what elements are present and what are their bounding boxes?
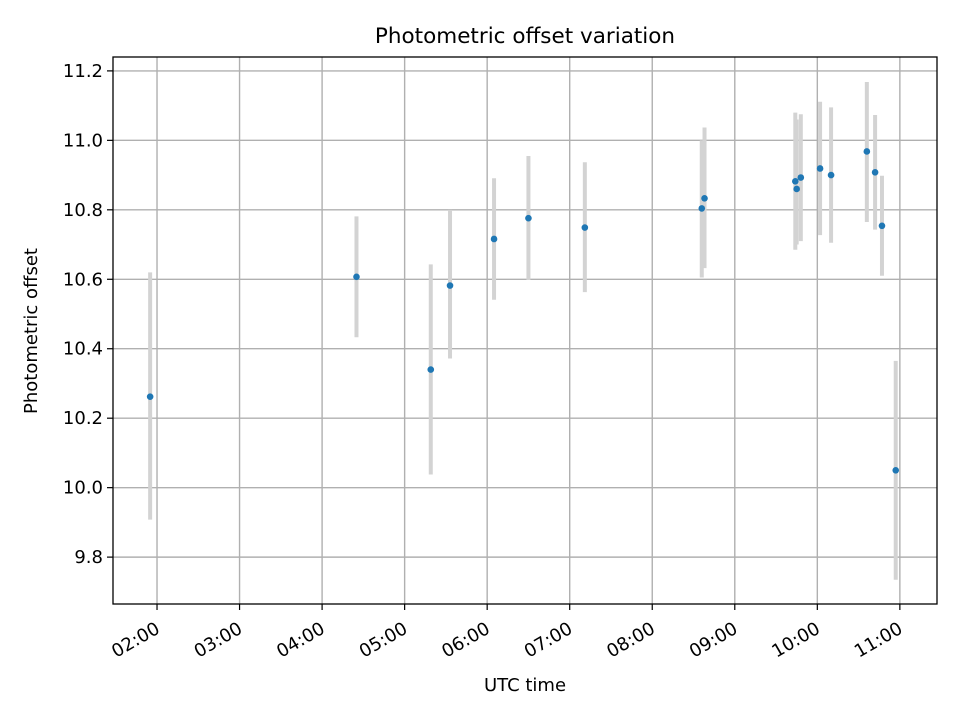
x-axis-label: UTC time xyxy=(484,675,566,696)
grid xyxy=(113,57,937,604)
data-point xyxy=(490,235,498,243)
data-point xyxy=(581,224,589,231)
data-point xyxy=(698,205,706,212)
data-point xyxy=(427,366,435,373)
data-point xyxy=(863,148,871,155)
chart-title: Photometric offset variation xyxy=(375,24,675,49)
data-point xyxy=(353,273,360,281)
data-point xyxy=(792,178,799,185)
data-point xyxy=(446,282,454,289)
plot-frame xyxy=(112,56,938,605)
y-axis-label: Photometric offset xyxy=(21,248,42,414)
y-tick-label: 10.0 xyxy=(63,478,103,499)
y-tick-label: 10.2 xyxy=(63,408,103,429)
data-point xyxy=(816,165,824,172)
y-tick-label: 10.4 xyxy=(63,339,103,360)
data-point xyxy=(871,169,879,176)
data-point xyxy=(793,185,800,193)
y-tick-label: 10.8 xyxy=(63,200,103,221)
y-tick-label: 11.2 xyxy=(63,61,103,82)
data-point xyxy=(701,195,708,202)
data-points xyxy=(146,148,900,474)
data-point xyxy=(146,393,154,400)
data-point xyxy=(525,214,532,222)
data-point xyxy=(827,171,835,179)
data-point xyxy=(797,174,805,181)
y-tick-label: 9.8 xyxy=(74,547,103,568)
y-tick-label: 11.0 xyxy=(63,130,103,151)
y-axis: 9.8 10.0 10.2 10.4 10.6 10.8 11.0 11.2 xyxy=(63,61,113,568)
y-tick-label: 10.6 xyxy=(63,269,103,290)
data-point xyxy=(892,466,900,474)
data-point xyxy=(878,222,886,230)
